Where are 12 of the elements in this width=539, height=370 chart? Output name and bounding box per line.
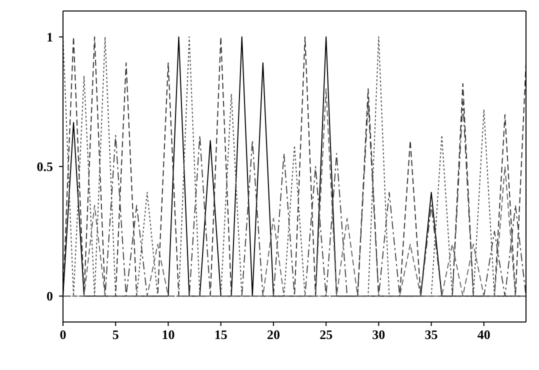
- x-tick-label: 35: [424, 327, 438, 342]
- x-tick-label: 0: [60, 327, 66, 342]
- x-tick-label: 30: [372, 327, 386, 342]
- y-tick-label: 0: [46, 288, 53, 304]
- x-tick-label: 40: [477, 327, 490, 342]
- x-tick-label: 15: [214, 327, 228, 342]
- x-tick-label: 25: [320, 327, 334, 342]
- x-tick-label: 20: [266, 327, 280, 342]
- x-tick-label: 10: [162, 327, 175, 342]
- y-tick-label: 0.5: [36, 159, 54, 174]
- y-tick-label: 1: [46, 30, 53, 45]
- x-tick-label: 5: [112, 327, 120, 342]
